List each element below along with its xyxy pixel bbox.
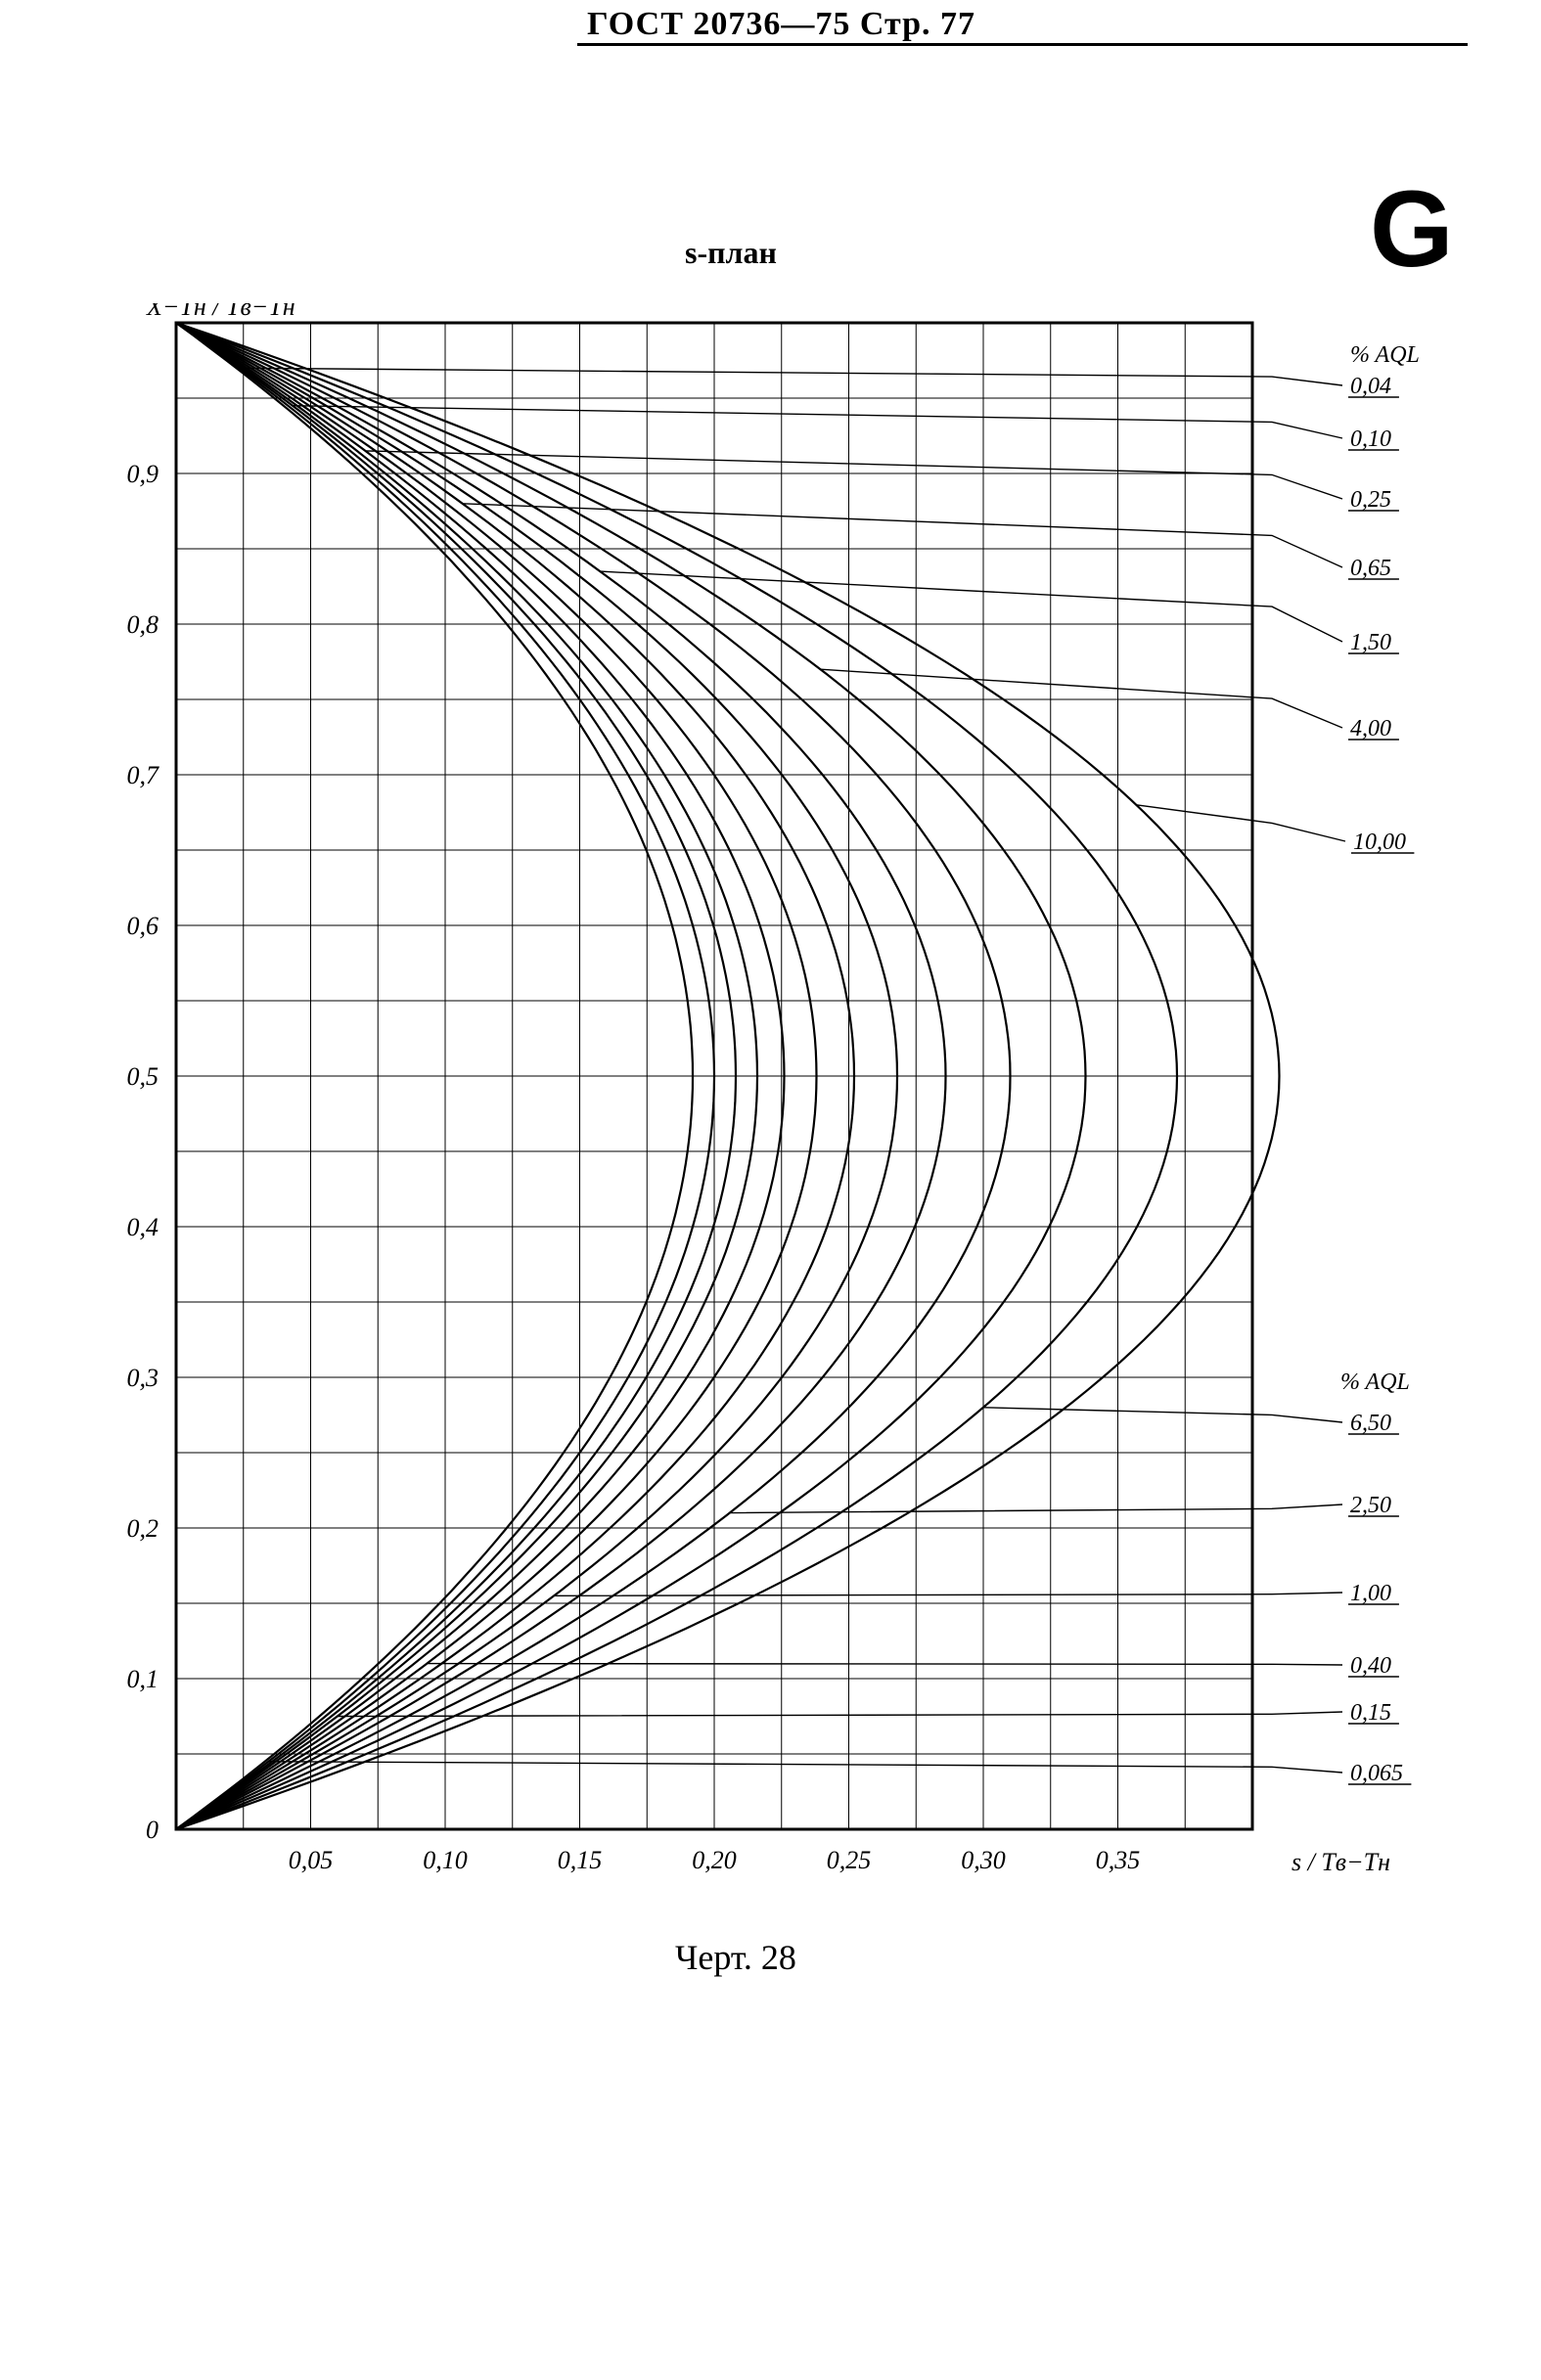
aql-label: 0,65 (1350, 556, 1391, 581)
y-tick-label: 0,7 (127, 761, 160, 789)
aql-label: 2,50 (1350, 1493, 1391, 1518)
leader-line (983, 1408, 1342, 1422)
aql-label: 0,10 (1350, 427, 1391, 452)
aql-label: 10,00 (1353, 830, 1406, 855)
aql-label: 0,15 (1350, 1700, 1391, 1726)
aql-header-bottom: % AQL (1340, 1370, 1410, 1395)
y-tick-label: 0,2 (127, 1514, 159, 1543)
x-tick-label: 0,05 (289, 1846, 334, 1874)
plan-title: s-план (685, 235, 777, 271)
leader-line (554, 1593, 1342, 1595)
y-axis-label: X̄−Tн / Tв−Tн (146, 303, 295, 321)
y-tick-label: 0,6 (127, 912, 159, 940)
x-tick-label: 0,15 (558, 1846, 603, 1874)
y-tick-label: 0,3 (127, 1364, 159, 1392)
aql-label: 0,065 (1350, 1761, 1403, 1786)
chart: 0,05 0,10 0,15 0,20 0,25 0,30 0,35 0 0,1 0,2 0,3 0,… (59, 303, 1507, 1917)
x-tick-label: 0,35 (1096, 1846, 1141, 1874)
y-tick-label: 0,8 (127, 610, 159, 639)
x-tick-label: 0,10 (423, 1846, 468, 1874)
leader-line (730, 1504, 1342, 1513)
figure-caption: Черт. 28 (675, 1937, 796, 1978)
aql-label: 1,00 (1350, 1581, 1391, 1606)
leader-line (365, 451, 1342, 499)
page: { "header": { "text": "ГОСТ 20736—75 Стр… (0, 0, 1541, 2380)
y-tick-label: 0,1 (127, 1665, 159, 1693)
x-tick-label: 0,25 (827, 1846, 872, 1874)
y-tick-label: 0,4 (127, 1213, 159, 1241)
leader-line (463, 504, 1342, 567)
aql-label: 0,25 (1350, 487, 1391, 513)
header-text: ГОСТ 20736—75 Стр. 77 (587, 6, 975, 43)
x-tick-label: 0,30 (961, 1846, 1006, 1874)
aql-label: 6,50 (1350, 1411, 1391, 1436)
y-tick-label: 0,5 (127, 1062, 159, 1091)
x-axis-label: s / Tв−Tн (1292, 1848, 1390, 1876)
leader-line (237, 368, 1343, 385)
aql-label: 0,40 (1350, 1653, 1391, 1679)
aql-label: 4,00 (1350, 716, 1391, 741)
y-tick-label: 0 (146, 1816, 159, 1844)
leader-line (600, 571, 1342, 642)
y-tick-label: 0,9 (127, 460, 159, 488)
aql-label: 1,50 (1350, 630, 1391, 655)
aql-label: 0,04 (1350, 374, 1391, 399)
leader-line (269, 1762, 1343, 1773)
x-tick-label: 0,20 (692, 1846, 737, 1874)
aql-header-top: % AQL (1350, 342, 1420, 368)
header-rule (577, 43, 1468, 46)
section-letter: G (1370, 176, 1454, 284)
